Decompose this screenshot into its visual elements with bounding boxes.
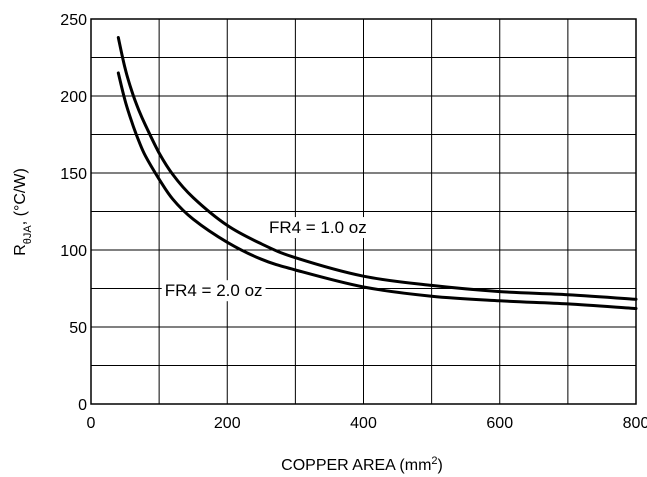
y-tick-label: 0: [78, 397, 87, 414]
x-tick-label: 200: [214, 415, 241, 432]
y-tick-label: 100: [60, 243, 87, 260]
annotation-background: [265, 217, 370, 239]
annotation-background: [161, 280, 266, 302]
x-tick-labels: 0 200 400 600 800: [87, 415, 647, 432]
plot-frame: [90, 18, 637, 405]
x-tick-label: 400: [350, 415, 377, 432]
series-line-fr4-1oz: [116, 36, 638, 301]
grid: [90, 18, 637, 405]
series-layer: [116, 36, 638, 310]
x-tick-label: 0: [87, 415, 96, 432]
x-tick-label: 600: [486, 415, 513, 432]
annotation-label-fr4-1oz: FR4 = 1.0 oz: [269, 218, 367, 237]
x-axis-title-superscript: 2: [431, 455, 437, 467]
y-tick-labels: 0 50 100 150 200 250: [60, 12, 87, 414]
x-tick-label: 800: [623, 415, 647, 432]
y-tick-label: 250: [60, 12, 87, 29]
annotation-label-fr4-2oz: FR4 = 2.0 oz: [165, 281, 263, 300]
x-axis-title: COPPER AREA (mm2): [281, 455, 443, 474]
y-axis-title: RθJA, (°C/W): [12, 168, 34, 256]
series-line-fr4-2oz: [116, 71, 638, 310]
annotation-layer: FR4 = 1.0 oz FR4 = 2.0 oz: [161, 217, 370, 302]
y-axis-title-main: R: [12, 244, 29, 256]
y-axis-title-suffix: , (°C/W): [12, 168, 29, 225]
y-tick-label: 200: [60, 89, 87, 106]
y-tick-label: 150: [60, 166, 87, 183]
y-axis-title-subscript: θJA: [22, 225, 34, 245]
y-tick-label: 50: [69, 320, 87, 337]
x-axis-title-suffix: ): [438, 457, 443, 474]
x-axis-title-main: COPPER AREA (mm: [281, 457, 431, 474]
